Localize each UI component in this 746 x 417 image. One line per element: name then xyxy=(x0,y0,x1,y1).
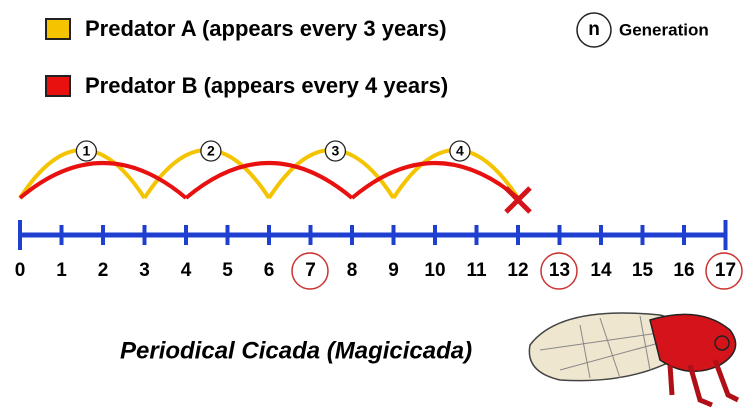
legend-swatch-b xyxy=(45,75,71,97)
arc-predator-b xyxy=(18,161,520,200)
legend-label-b: Predator B (appears every 4 years) xyxy=(85,73,448,98)
legend-label-a: Predator A (appears every 3 years) xyxy=(85,16,447,41)
generation-number: 4 xyxy=(456,143,464,159)
tick-label: 2 xyxy=(98,260,109,281)
generation-key-circle xyxy=(576,12,612,48)
extinction-mark xyxy=(504,186,532,214)
tick-label: 0 xyxy=(15,260,26,281)
tick-label: 14 xyxy=(590,260,612,281)
tick-label: 9 xyxy=(388,260,399,281)
tick-label: 6 xyxy=(264,260,275,281)
generation-circle xyxy=(200,140,222,162)
prime-circle xyxy=(705,252,743,290)
generation-circle xyxy=(449,140,471,162)
legend-swatch-a xyxy=(45,18,71,40)
tick-label: 17 xyxy=(715,260,736,281)
prime-circle xyxy=(291,252,329,290)
tick-label: 11 xyxy=(466,260,487,281)
arcs: 1 2 3 4 xyxy=(18,140,532,214)
generation-key-symbol: n xyxy=(588,19,600,40)
tick-label: 16 xyxy=(673,260,694,281)
tick-label: 8 xyxy=(347,260,358,281)
tick-label: 4 xyxy=(181,260,192,281)
tick-label: 3 xyxy=(139,260,150,281)
generation-number: 1 xyxy=(83,143,91,159)
tick-label: 12 xyxy=(507,260,528,281)
tick-label: 1 xyxy=(56,260,67,281)
generation-key-label: Generation xyxy=(619,20,709,39)
caption: Periodical Cicada (Magicicada) xyxy=(120,337,472,364)
prime-circle xyxy=(540,252,578,290)
tick-label: 5 xyxy=(222,260,233,281)
number-line: 0 1 2 3 4 5 6 7 8 9 10 11 12 13 14 15 16 17 xyxy=(15,220,736,281)
tick-label: 7 xyxy=(305,260,316,281)
tick-label: 10 xyxy=(424,260,445,281)
generation-circle xyxy=(75,140,98,162)
generation-number: 3 xyxy=(332,143,340,159)
generation-number: 2 xyxy=(207,143,215,159)
tick-label: 15 xyxy=(632,260,654,281)
cicada xyxy=(528,312,740,408)
generation-circle xyxy=(324,140,347,162)
tick-label: 13 xyxy=(549,260,570,281)
